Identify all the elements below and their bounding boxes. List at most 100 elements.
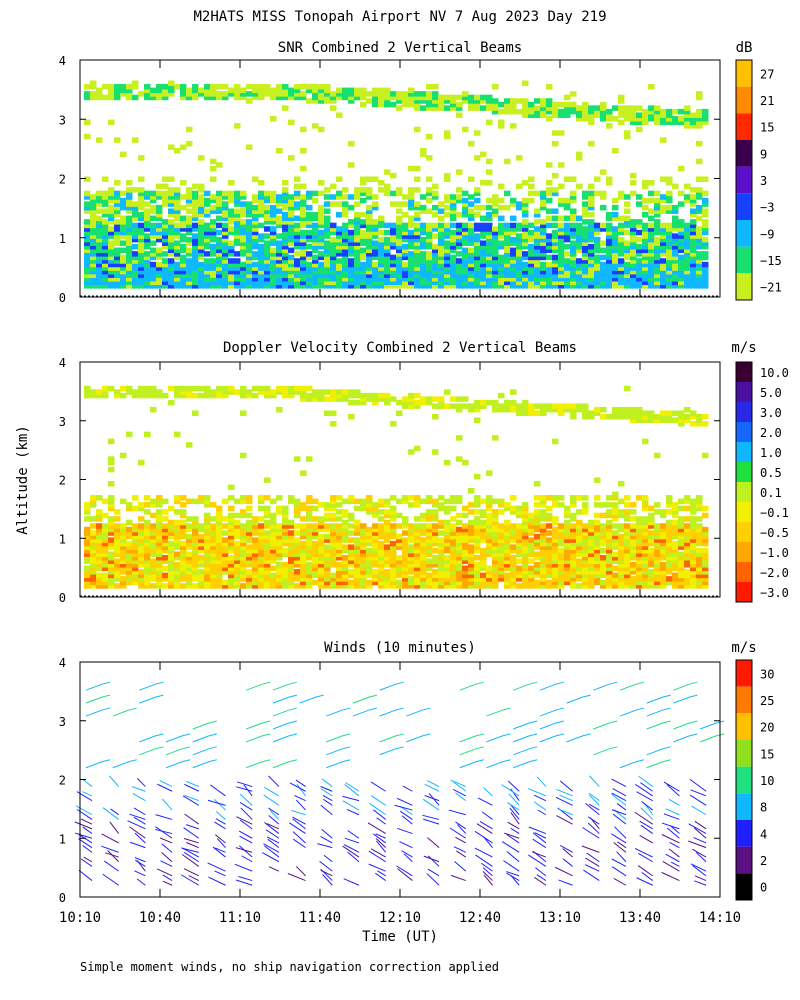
heat-cell: [690, 226, 697, 232]
heat-cell: [390, 544, 397, 550]
heat-cell: [438, 244, 445, 250]
heat-cell: [468, 551, 475, 557]
heat-cell: [534, 583, 541, 589]
heat-cell: [390, 516, 397, 522]
heat-cell: [228, 569, 235, 575]
heat-cell: [648, 105, 655, 111]
heat-cell: [438, 98, 445, 104]
heat-cell: [654, 265, 661, 271]
heat-cell: [462, 554, 469, 561]
heat-cell: [612, 576, 619, 582]
heat-cell: [594, 108, 601, 115]
heat-cell: [660, 137, 667, 143]
heat-cell: [444, 268, 451, 275]
heat-cell: [666, 276, 673, 282]
heat-cell: [294, 512, 301, 519]
heat-cell: [306, 583, 313, 589]
heat-cell: [90, 392, 97, 399]
heat-cell: [516, 410, 523, 416]
heat-cell: [510, 569, 517, 575]
heat-cell: [84, 91, 91, 97]
heat-cell: [360, 190, 367, 197]
heat-cell: [336, 572, 343, 579]
heat-cell: [222, 583, 229, 589]
heat-cell: [132, 505, 139, 512]
heat-cell: [342, 272, 349, 278]
heat-cell: [150, 562, 157, 568]
heat-cell: [294, 91, 301, 97]
heat-cell: [540, 279, 547, 286]
heat-cell: [642, 254, 649, 261]
heat-cell: [504, 279, 511, 286]
heat-cell: [294, 537, 301, 543]
heat-cell: [186, 140, 193, 147]
heat-cell: [600, 190, 607, 197]
heat-cell: [288, 530, 295, 536]
heat-cell: [150, 87, 157, 94]
heat-cell: [318, 279, 325, 286]
heat-cell: [540, 276, 547, 282]
heat-cell: [156, 272, 163, 278]
heat-cell: [546, 244, 553, 250]
heat-cell: [90, 533, 97, 540]
heat-cell: [384, 526, 391, 533]
heat-cell: [558, 502, 565, 508]
heat-cell: [222, 261, 229, 268]
heat-cell: [456, 512, 463, 519]
heat-cell: [456, 456, 463, 462]
heat-cell: [90, 222, 97, 229]
heat-cell: [306, 565, 313, 572]
heat-cell: [330, 562, 337, 568]
heat-cell: [312, 533, 319, 540]
heat-cell: [462, 272, 469, 278]
heat-cell: [144, 565, 151, 572]
heat-cell: [354, 247, 361, 254]
snr-unit-label: dB: [736, 40, 753, 56]
heat-cell: [126, 519, 133, 526]
heat-cell: [576, 236, 583, 243]
heat-cell: [606, 123, 613, 129]
heat-cell: [216, 236, 223, 243]
heat-cell: [498, 222, 505, 229]
heat-cell: [612, 244, 619, 250]
heat-cell: [318, 283, 325, 289]
heat-cell: [408, 251, 415, 257]
heat-cell: [270, 94, 277, 101]
heat-cell: [126, 187, 133, 193]
heat-cell: [162, 197, 169, 204]
heat-cell: [252, 84, 259, 90]
heat-cell: [114, 190, 121, 197]
heat-cell: [150, 276, 157, 282]
heat-cell: [660, 197, 667, 204]
heat-cell: [408, 87, 415, 94]
heat-cell: [222, 247, 229, 254]
heat-cell: [642, 222, 649, 229]
heat-cell: [414, 562, 421, 568]
heat-cell: [642, 183, 649, 190]
heat-cell: [204, 554, 211, 561]
heat-cell: [336, 583, 343, 589]
heat-cell: [294, 547, 301, 554]
heat-cell: [282, 509, 289, 515]
heat-cell: [420, 540, 427, 547]
heat-cell: [294, 576, 301, 582]
heat-cell: [558, 551, 565, 557]
heat-cell: [108, 459, 115, 466]
heat-cell: [522, 403, 529, 409]
heat-cell: [120, 258, 127, 264]
heat-cell: [504, 204, 511, 211]
heat-cell: [246, 208, 253, 214]
heat-cell: [276, 215, 283, 222]
heat-cell: [204, 197, 211, 204]
heat-cell: [522, 268, 529, 275]
heat-cell: [444, 240, 451, 246]
heat-cell: [420, 544, 427, 550]
heat-cell: [300, 201, 307, 207]
heat-cell: [486, 258, 493, 264]
heat-cell: [210, 565, 217, 572]
heat-cell: [234, 272, 241, 278]
heat-cell: [282, 576, 289, 582]
heat-cell: [192, 385, 199, 392]
heat-cell: [432, 190, 439, 197]
heat-cell: [600, 268, 607, 275]
